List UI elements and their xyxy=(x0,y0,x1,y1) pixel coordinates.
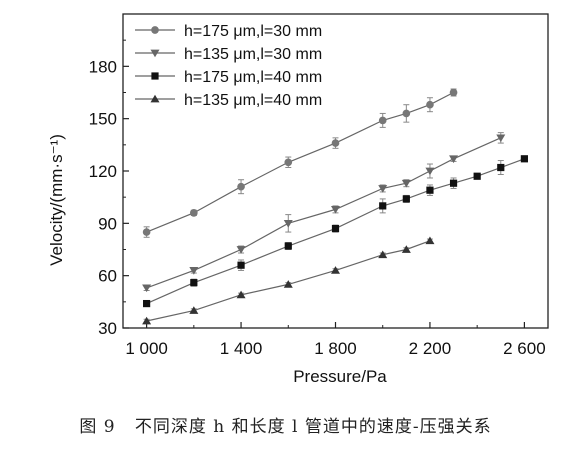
series-2 xyxy=(142,132,506,293)
data-point xyxy=(237,182,245,191)
figure-caption-text: 不同深度 h 和长度 l 管道中的速度-压强关系 xyxy=(134,417,492,437)
x-tick-label: 2 600 xyxy=(503,339,546,358)
data-point xyxy=(142,228,151,236)
data-point xyxy=(426,186,434,194)
data-point xyxy=(283,219,293,228)
data-point xyxy=(425,236,435,245)
y-tick-label: 90 xyxy=(98,214,117,233)
data-point xyxy=(142,284,152,293)
data-point xyxy=(378,250,388,259)
series-1 xyxy=(142,88,458,238)
data-point xyxy=(496,134,506,143)
data-point xyxy=(142,316,152,325)
data-point xyxy=(190,279,198,287)
data-point xyxy=(284,242,292,250)
data-point xyxy=(189,267,199,275)
x-tick-label: 1 000 xyxy=(125,339,168,358)
y-axis: 30 60 90 120 150 180 xyxy=(89,39,129,338)
series-line xyxy=(146,240,431,322)
data-point xyxy=(449,179,458,187)
data-point xyxy=(331,206,340,214)
data-point xyxy=(378,116,387,125)
data-point xyxy=(449,155,459,164)
data-point xyxy=(190,209,198,217)
data-point xyxy=(378,185,388,193)
x-axis: 1 000 1 400 1 800 2 200 2 600 xyxy=(125,322,546,358)
data-point xyxy=(143,299,151,308)
data-point xyxy=(331,139,340,147)
data-point xyxy=(284,158,293,167)
data-point xyxy=(426,100,434,109)
x-tick-label: 1 400 xyxy=(220,339,263,358)
data-point xyxy=(449,88,458,97)
data-point xyxy=(331,224,340,233)
data-point xyxy=(425,167,435,176)
y-tick-label: 180 xyxy=(89,57,117,76)
figure-caption: 图 9 不同深度 h 和长度 l 管道中的速度-压强关系 xyxy=(0,412,571,437)
y-tick-label: 120 xyxy=(89,162,117,181)
data-point xyxy=(237,261,245,269)
y-tick-label: 150 xyxy=(89,110,117,129)
figure-caption-label: 图 9 xyxy=(79,417,116,437)
data-point xyxy=(402,195,410,203)
y-axis-label: Velocity/(mm·s⁻¹) xyxy=(47,134,66,266)
series-4 xyxy=(142,236,435,325)
data-point xyxy=(331,266,340,274)
series-3 xyxy=(143,155,528,308)
y-tick-label: 30 xyxy=(98,319,117,338)
data-point xyxy=(189,306,199,314)
data-point xyxy=(401,245,411,253)
data-point xyxy=(283,280,293,288)
y-tick-label: 60 xyxy=(98,267,117,286)
legend-marker xyxy=(151,26,159,34)
legend-label: h=135 μm,l=40 mm xyxy=(184,92,322,109)
legend-marker xyxy=(150,94,160,103)
data-point xyxy=(473,172,481,180)
data-point xyxy=(402,109,411,118)
series-line xyxy=(146,137,502,289)
data-point xyxy=(401,179,411,188)
data-point xyxy=(379,202,387,210)
legend-label: h=175 μm,l=40 mm xyxy=(184,69,322,86)
legend-marker xyxy=(151,72,159,80)
x-axis-label: Pressure/Pa xyxy=(293,367,387,386)
data-point xyxy=(236,246,246,254)
velocity-pressure-chart: 1 000 1 400 1 800 2 200 2 600 30 60 90 120 150 18… xyxy=(47,13,549,386)
x-tick-label: 2 200 xyxy=(409,339,452,358)
legend-marker xyxy=(150,49,160,58)
legend: h=175 μm,l=30 mm h=135 μm,l=30 mm h=175 μm… xyxy=(135,23,322,109)
series-line xyxy=(146,158,525,305)
x-tick-label: 1 800 xyxy=(314,339,357,358)
legend-label: h=175 μm,l=30 mm xyxy=(184,23,322,40)
data-point xyxy=(236,290,246,299)
data-point xyxy=(497,163,505,172)
series-layer xyxy=(142,88,528,325)
data-point xyxy=(520,155,528,163)
legend-label: h=135 μm,l=30 mm xyxy=(184,46,322,63)
